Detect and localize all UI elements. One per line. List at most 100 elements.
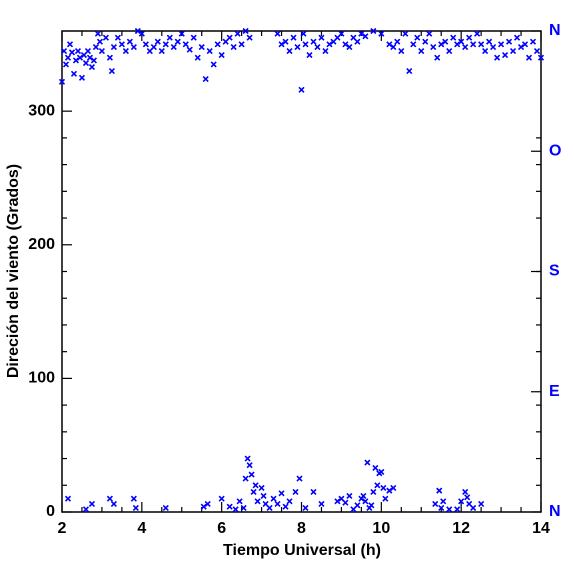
point xyxy=(454,41,461,48)
point xyxy=(298,86,305,93)
point xyxy=(410,41,417,48)
point xyxy=(318,34,325,41)
point xyxy=(162,504,169,512)
point xyxy=(108,68,115,75)
point xyxy=(458,38,465,45)
point xyxy=(242,27,249,35)
point xyxy=(521,41,529,48)
point xyxy=(458,498,465,505)
point xyxy=(326,41,333,48)
point xyxy=(162,41,169,48)
point xyxy=(310,38,317,45)
point xyxy=(314,43,321,51)
plot-frame xyxy=(61,30,542,513)
point xyxy=(498,41,505,48)
point xyxy=(430,43,437,51)
point xyxy=(236,498,243,505)
point xyxy=(362,33,369,40)
point xyxy=(478,500,485,508)
point xyxy=(82,60,90,67)
point xyxy=(482,47,489,55)
point xyxy=(322,47,329,55)
point xyxy=(202,76,209,83)
point xyxy=(334,498,341,505)
point xyxy=(513,34,521,41)
y2-tick-label: N xyxy=(549,503,561,520)
point xyxy=(466,34,473,41)
x-tick-label: 2 xyxy=(58,520,67,537)
point xyxy=(506,38,513,45)
point xyxy=(380,484,387,492)
point xyxy=(354,38,361,45)
point xyxy=(364,459,371,466)
point xyxy=(238,41,245,48)
point xyxy=(62,61,70,68)
point xyxy=(254,498,261,505)
point xyxy=(432,500,439,508)
point xyxy=(533,47,541,55)
point xyxy=(274,30,281,37)
point xyxy=(102,34,109,41)
point xyxy=(218,495,225,502)
point xyxy=(200,503,207,510)
point xyxy=(118,41,125,48)
point xyxy=(442,38,449,45)
point xyxy=(278,490,285,497)
point xyxy=(106,54,113,61)
point xyxy=(474,30,481,37)
point xyxy=(406,68,413,75)
x-tick-label: 8 xyxy=(297,520,306,537)
point xyxy=(204,500,211,508)
point xyxy=(462,43,469,51)
x-tick-label: 14 xyxy=(532,520,550,537)
point xyxy=(150,43,157,51)
point xyxy=(174,38,181,45)
point xyxy=(248,471,255,478)
point xyxy=(206,47,213,55)
x-tick-label: 12 xyxy=(452,520,470,537)
point xyxy=(182,41,189,48)
point xyxy=(86,54,94,61)
point xyxy=(426,30,433,37)
point xyxy=(438,41,445,48)
point xyxy=(502,51,509,59)
point xyxy=(68,49,76,56)
point xyxy=(270,495,277,502)
x-tick-label: 10 xyxy=(372,520,390,537)
point xyxy=(450,34,457,41)
point xyxy=(398,47,405,55)
point xyxy=(414,34,421,41)
point xyxy=(390,484,397,492)
point xyxy=(154,38,161,45)
point xyxy=(525,54,533,61)
point xyxy=(64,54,72,61)
point xyxy=(378,30,385,37)
point xyxy=(362,498,369,505)
point xyxy=(342,41,349,48)
point xyxy=(282,38,289,45)
point xyxy=(240,504,247,512)
point xyxy=(230,43,237,51)
y-tick-label: 0 xyxy=(46,503,55,520)
y-tick-label: 200 xyxy=(28,236,55,253)
point xyxy=(134,27,141,35)
point xyxy=(260,492,267,500)
point xyxy=(74,47,82,55)
point xyxy=(386,41,393,48)
point xyxy=(94,30,101,37)
point xyxy=(210,61,217,68)
point xyxy=(478,41,485,48)
point xyxy=(462,488,469,496)
point xyxy=(470,41,477,48)
point xyxy=(198,43,205,51)
point xyxy=(130,495,137,502)
point xyxy=(436,487,443,494)
point xyxy=(82,506,90,513)
y-axis-label: Direción del viento (Grados) xyxy=(5,164,22,378)
point xyxy=(90,57,97,64)
point xyxy=(296,475,303,482)
point xyxy=(110,500,117,508)
point xyxy=(418,47,425,55)
point xyxy=(302,504,309,512)
point xyxy=(438,504,445,512)
